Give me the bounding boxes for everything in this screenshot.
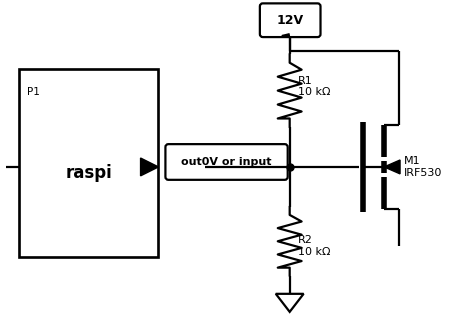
- Text: out0V or input: out0V or input: [182, 157, 272, 167]
- Text: R1
10 kΩ: R1 10 kΩ: [298, 76, 330, 97]
- Polygon shape: [141, 158, 158, 176]
- Text: raspi: raspi: [65, 164, 112, 182]
- Polygon shape: [384, 160, 400, 174]
- FancyBboxPatch shape: [165, 144, 288, 180]
- Text: P1: P1: [27, 87, 40, 97]
- Text: M1
IRF530: M1 IRF530: [404, 156, 442, 178]
- Polygon shape: [276, 294, 304, 312]
- FancyBboxPatch shape: [260, 4, 320, 37]
- Text: R2
10 kΩ: R2 10 kΩ: [298, 235, 330, 257]
- Bar: [19, 69, 158, 257]
- Text: 12V: 12V: [276, 14, 303, 27]
